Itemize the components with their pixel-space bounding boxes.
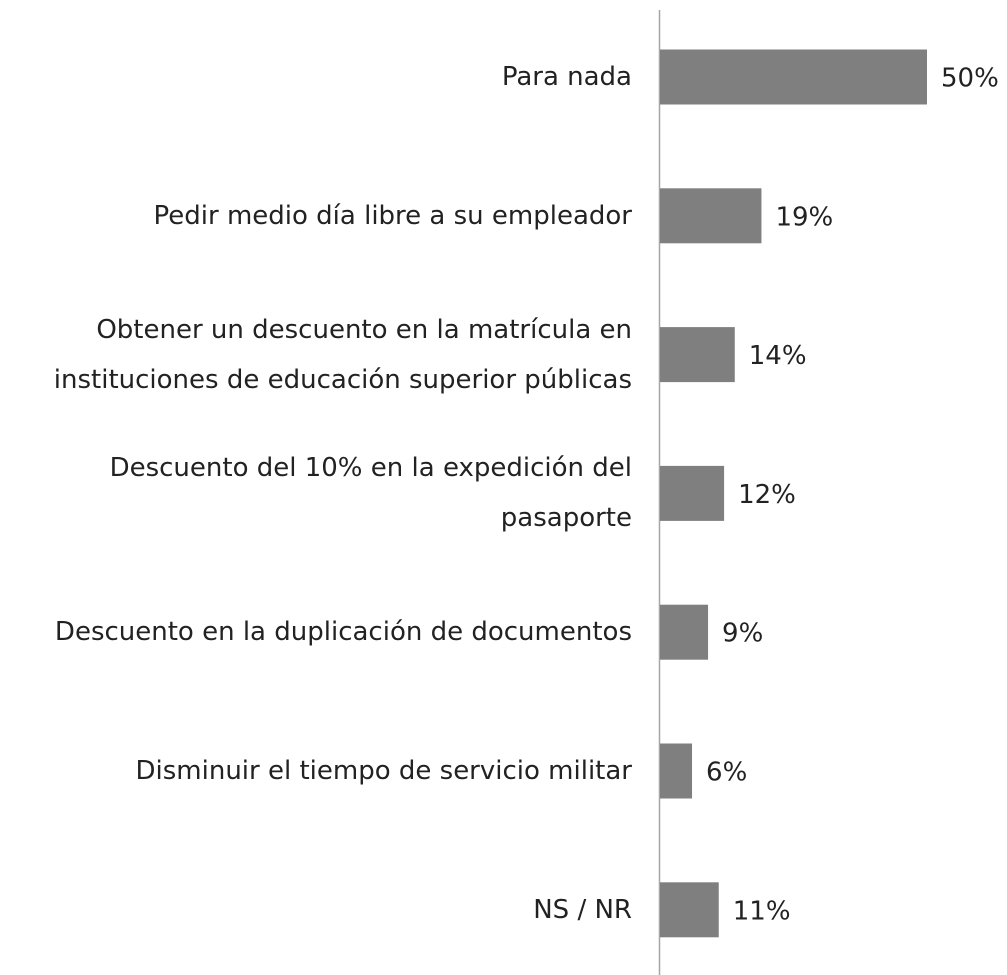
value-label: 50% — [941, 64, 999, 94]
bar — [660, 882, 719, 938]
value-label: 12% — [738, 480, 796, 510]
bar — [660, 188, 762, 244]
value-label: 19% — [775, 202, 833, 232]
value-label: 11% — [733, 896, 791, 926]
category-label: Descuento en la duplicación de documento… — [54, 617, 632, 648]
value-label: 14% — [749, 341, 807, 371]
category-label: NS / NR — [533, 894, 632, 925]
category-label: Disminuir el tiempo de servicio militar — [135, 756, 633, 786]
category-label: Pedir medio día libre a su empleador — [153, 200, 632, 231]
value-label: 6% — [706, 758, 747, 788]
category-label: Obtener un descuento en la matrícula en … — [53, 314, 632, 395]
bar — [660, 49, 927, 105]
category-label: Descuento del 10% en la expedición del p… — [109, 453, 632, 534]
bar — [660, 604, 709, 660]
bar — [660, 743, 693, 799]
category-label: Para nada — [501, 62, 632, 92]
value-label: 9% — [722, 619, 763, 649]
bar — [660, 327, 735, 383]
bar — [660, 465, 725, 521]
